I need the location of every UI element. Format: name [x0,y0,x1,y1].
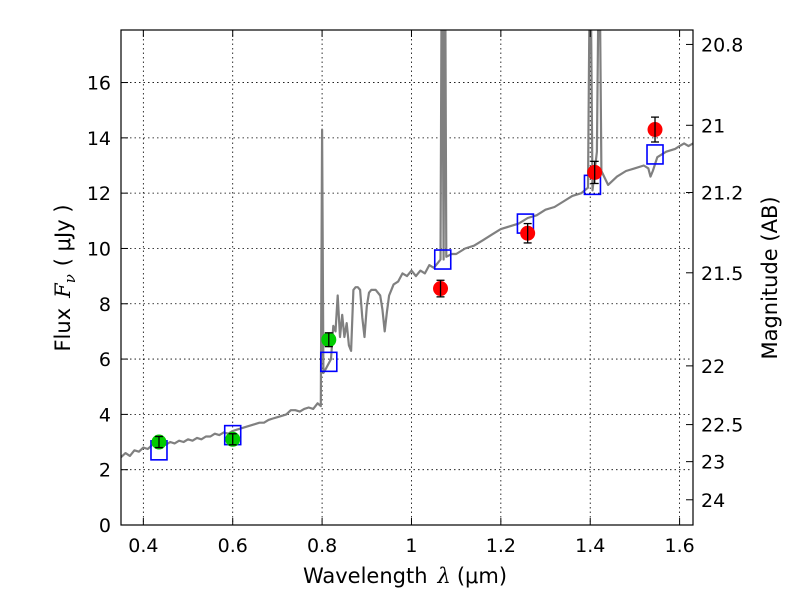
y-tick-label: 10 [87,238,111,260]
y-axis-label-symbol: F [51,282,75,299]
right-tick-label: 22.5 [701,415,743,437]
x-axis-label-symbol: λ [437,564,451,588]
grid [121,30,693,526]
right-tick-label: 22 [701,356,725,378]
right-tick-label: 21.5 [701,263,743,285]
model-photometry-marker [319,351,338,373]
x-tick-label: 0.4 [128,535,158,557]
y-tick-label: 12 [87,183,111,205]
model-photometry-marker [433,249,452,270]
y-axis-label-text: Flux [51,308,75,352]
right-tick-label: 21.2 [701,183,743,205]
x-axis-label: Wavelength λ (μm) [303,564,507,588]
right-axis-label: Magnitude (AB) [758,196,782,359]
x-tick-label: 1.6 [664,535,694,557]
right-tick-label: 21 [701,115,725,137]
y-tick-label: 8 [99,294,111,316]
spectrum-line [121,30,693,459]
x-tick-label: 0.6 [218,535,248,557]
y-tick-label: 0 [99,515,111,537]
right-tick-label: 23 [701,452,725,474]
y-axis-label-unit: ( μJy ) [51,204,75,266]
y-tick-label: 4 [99,404,111,426]
ticks: 0.4 0.6 0.8 1 1.2 1.4 1.6024681012141620.82121… [87,30,743,557]
x-axis-label-text: Wavelength [303,564,428,588]
y-axis-label-subscript: ν [61,274,79,283]
y-tick-label: 6 [99,349,111,371]
plot-area [121,30,693,461]
x-tick-label: 0.8 [307,535,337,557]
x-tick-label: 1 [405,535,417,557]
plot-frame [120,29,694,526]
y-axis-label: Flux Fν ( μJy ) [51,204,79,351]
y-tick-label: 16 [87,73,111,95]
x-axis-label-unit: (μm) [457,564,507,588]
model-photometry-marker [646,144,664,165]
x-tick-label: 1.4 [575,535,605,557]
right-tick-label: 24 [701,490,725,512]
y-tick-label: 14 [87,128,111,150]
x-tick-label: 1.2 [486,535,516,557]
y-tick-label: 2 [99,460,111,482]
right-tick-label: 20.8 [701,34,743,56]
